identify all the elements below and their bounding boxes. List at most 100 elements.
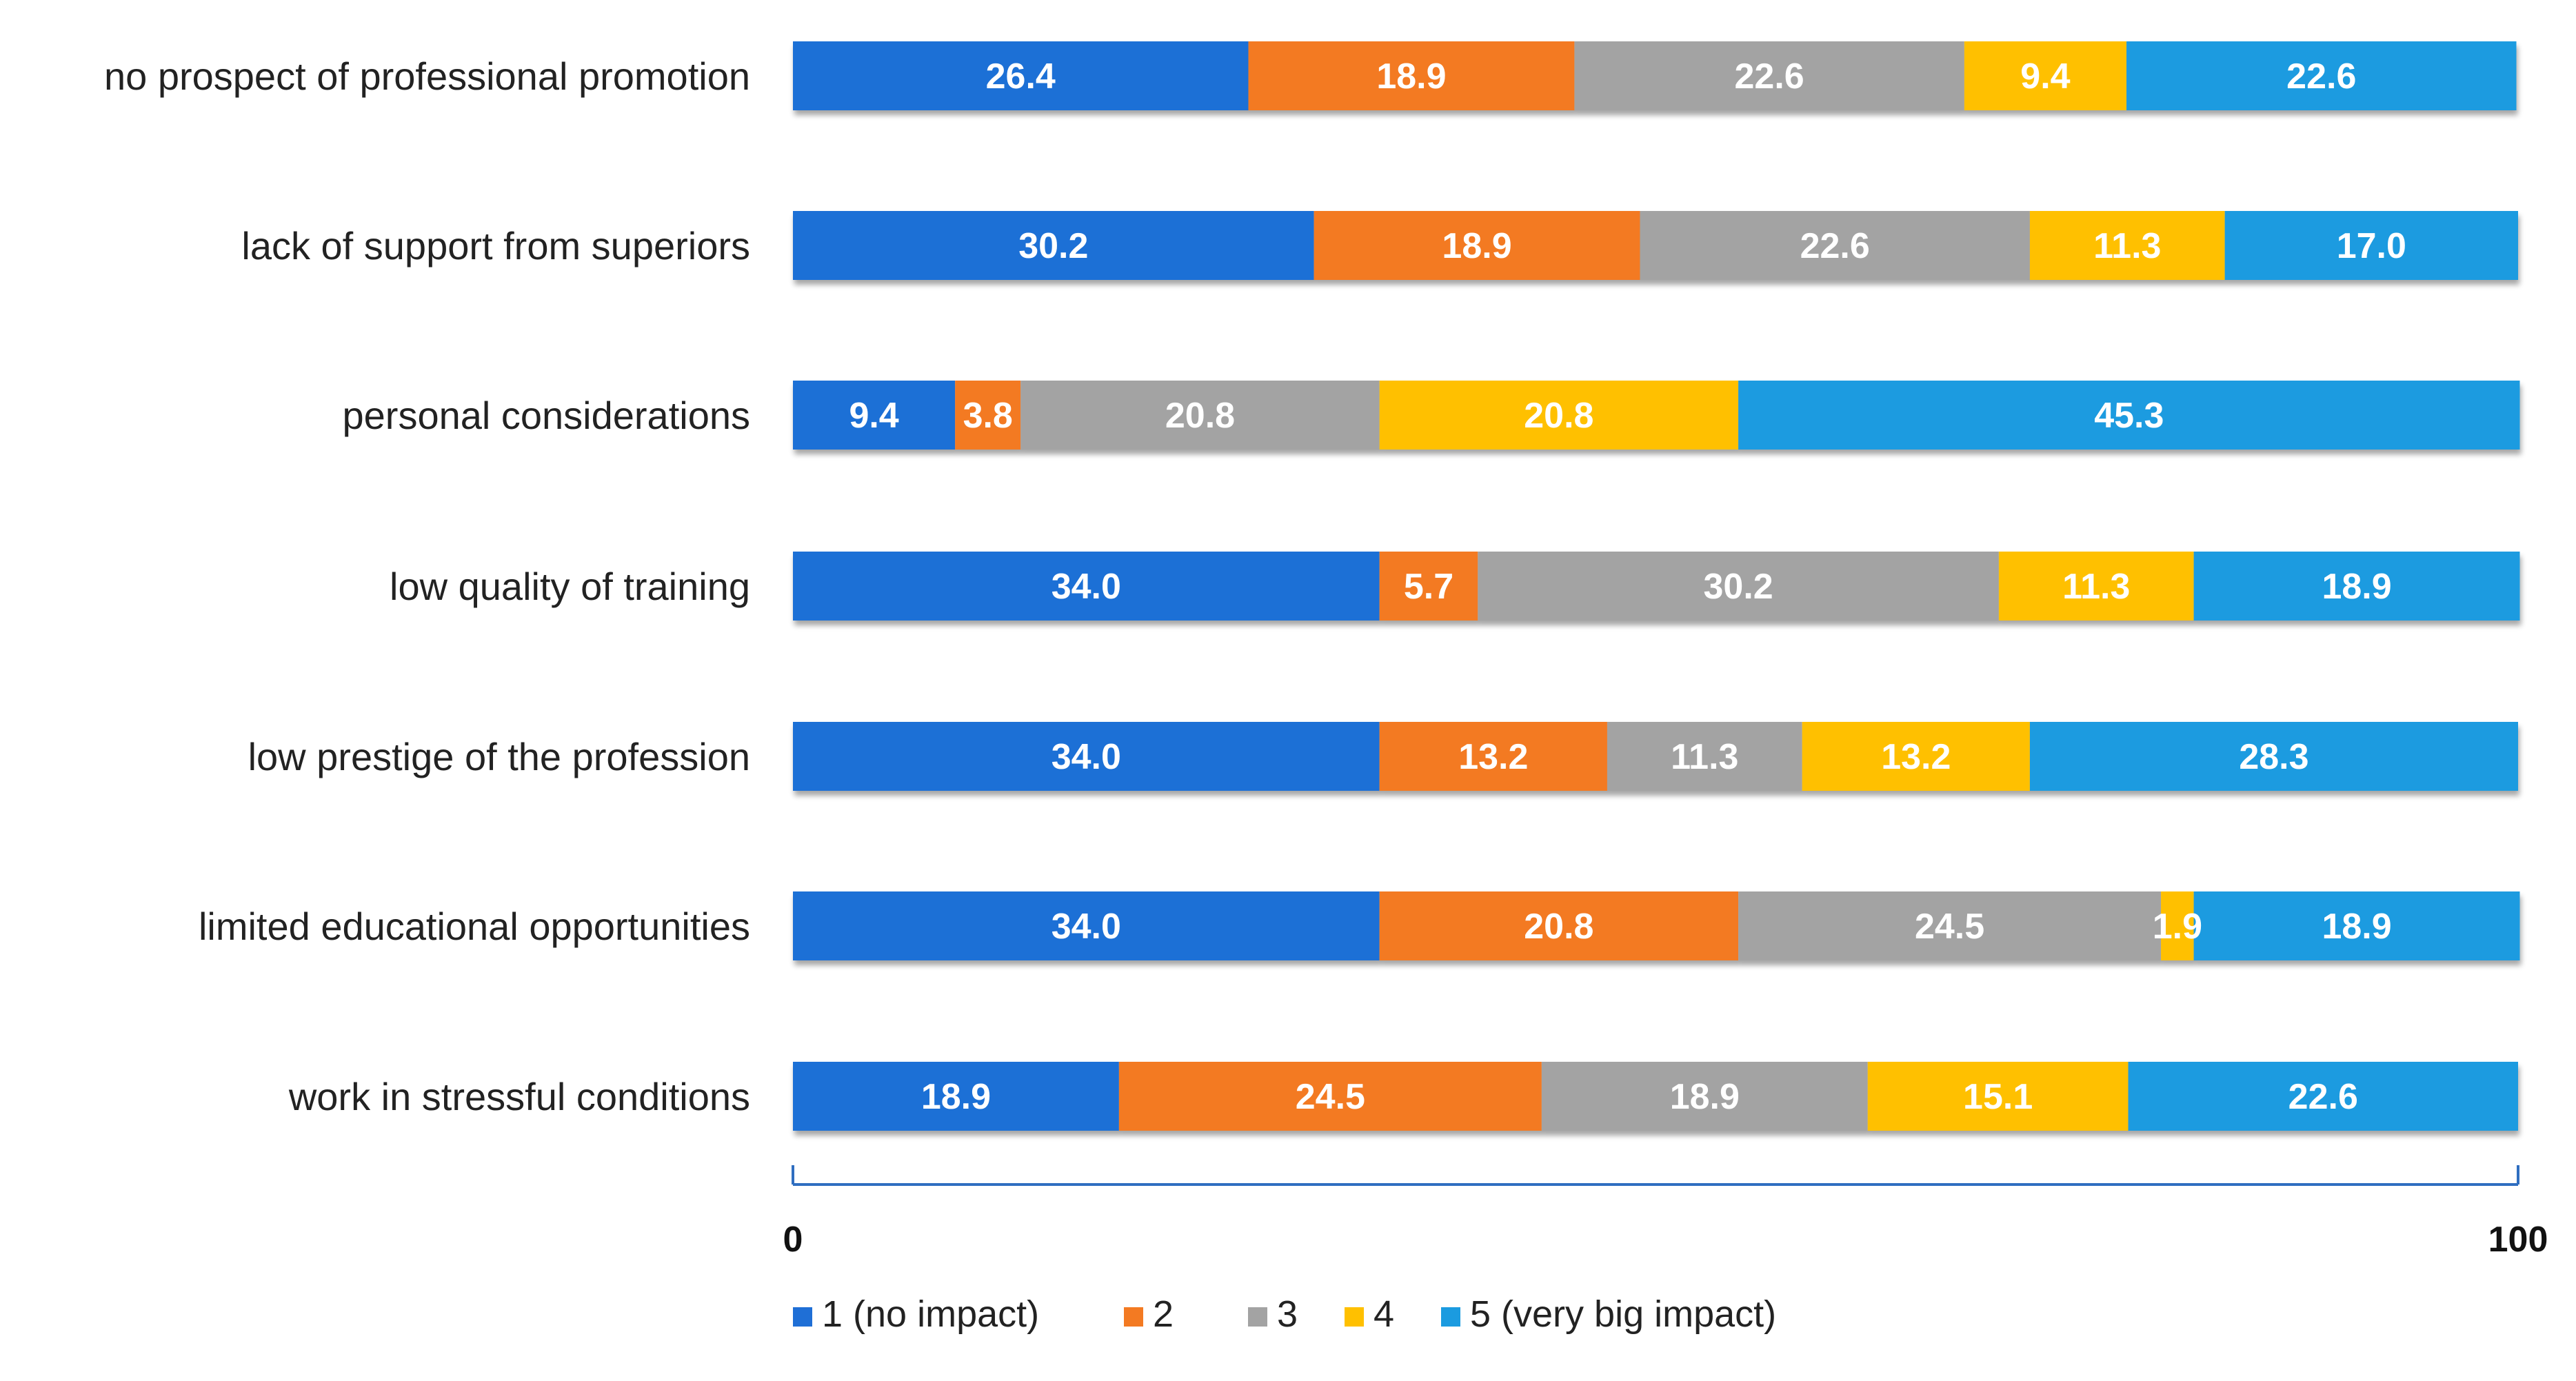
category-label: limited educational opportunities	[199, 905, 750, 948]
category-labels: no prospect of professional promotion lac…	[104, 54, 750, 1118]
bar-segment-series-1	[793, 1062, 1119, 1131]
category-label: work in stressful conditions	[288, 1075, 750, 1118]
legend-label: 1 (no impact)	[822, 1293, 1039, 1335]
bar-segment-series-5	[2224, 211, 2518, 280]
bar-segment-series-5	[2193, 552, 2520, 621]
bar-segment-series-1	[793, 891, 1380, 960]
data-label: 3.8	[963, 396, 1013, 436]
bar-row	[793, 891, 2520, 960]
data-label: 34.0	[1051, 737, 1121, 777]
data-label: 1.9	[2153, 907, 2202, 947]
bar-row	[793, 41, 2517, 110]
data-label: 11.3	[2093, 226, 2161, 266]
bar-row	[793, 552, 2520, 621]
bar-segment-series-3	[1738, 891, 2162, 960]
legend-item: 3	[1248, 1293, 1298, 1335]
bar-segment-series-4	[1379, 381, 1739, 450]
data-label: 5.7	[1404, 567, 1453, 607]
legend-item: 4	[1345, 1293, 1394, 1335]
legend-item: 5 (very big impact)	[1441, 1293, 1776, 1335]
data-label: 11.3	[1671, 737, 1738, 777]
bar-segment-series-3	[1640, 211, 2030, 280]
data-label: 20.8	[1524, 396, 1593, 436]
data-label: 13.2	[1458, 737, 1528, 777]
legend-label: 4	[1373, 1293, 1394, 1335]
data-label: 22.6	[2286, 57, 2356, 97]
bar-segment-series-4	[1998, 552, 2194, 621]
bar-segment-series-2	[1379, 891, 1739, 960]
bar-segment-series-5	[2126, 41, 2517, 110]
bar-segment-series-3	[1574, 41, 1964, 110]
bar-segment-series-2	[1118, 1062, 1542, 1131]
data-label: 22.6	[2288, 1077, 2358, 1117]
data-label: 24.5	[1296, 1077, 1365, 1117]
bar-segment-series-5	[1738, 381, 2520, 450]
data-label: 22.6	[1800, 226, 1870, 266]
data-label: 24.5	[1915, 907, 1984, 947]
bar-segment-series-1	[793, 41, 1249, 110]
data-label: 34.0	[1051, 907, 1121, 947]
bar-segment-series-4	[1867, 1062, 2129, 1131]
bar-segment-series-3	[1607, 722, 1802, 791]
bar-segment-series-2	[1248, 41, 1575, 110]
legend: 1 (no impact) 2 3 4 5 (very big impact)	[793, 1293, 1776, 1335]
data-label: 28.3	[2239, 737, 2308, 777]
data-label: 18.9	[2322, 907, 2391, 947]
bar-segment-series-4	[1964, 41, 2127, 110]
data-label: 22.6	[1735, 57, 1804, 97]
bar-segment-series-3	[1478, 552, 1999, 621]
data-label: 9.4	[2020, 57, 2070, 97]
data-label: 18.9	[2322, 567, 2391, 607]
category-label: no prospect of professional promotion	[104, 54, 750, 98]
x-axis: 0 100	[783, 1165, 2548, 1260]
data-label: 18.9	[1442, 226, 1511, 266]
data-label: 30.2	[1703, 567, 1773, 607]
bar-segment-series-5	[2029, 722, 2518, 791]
bars-layer: 26.4 18.9 22.6 9.4 22.6 30.2 18.9 22.6 11.3 17.0 9…	[793, 41, 2520, 1131]
legend-item: 2	[1124, 1293, 1174, 1335]
bar-segment-series-1	[793, 722, 1380, 791]
data-label: 9.4	[849, 396, 898, 436]
bar-segment-series-2	[955, 381, 1021, 450]
bar-segment-series-4	[2161, 891, 2194, 960]
data-label: 15.1	[1963, 1077, 2033, 1117]
bar-row	[793, 211, 2518, 280]
bar-segment-series-1	[793, 552, 1380, 621]
x-tick-label: 100	[2488, 1220, 2548, 1260]
legend-swatch	[793, 1307, 812, 1327]
legend-swatch	[1345, 1307, 1364, 1327]
legend-swatch	[1248, 1307, 1267, 1327]
bar-segment-series-3	[1020, 381, 1380, 450]
bar-segment-series-2	[1379, 722, 1607, 791]
data-label: 20.8	[1524, 907, 1593, 947]
data-label: 18.9	[1670, 1077, 1740, 1117]
legend-label: 3	[1277, 1293, 1298, 1335]
legend-swatch	[1441, 1307, 1460, 1327]
category-label: low prestige of the profession	[248, 735, 750, 778]
bar-row	[793, 381, 2520, 450]
legend-swatch	[1124, 1307, 1143, 1327]
data-label: 34.0	[1051, 567, 1121, 607]
data-label: 18.9	[1376, 57, 1446, 97]
data-label: 18.9	[921, 1077, 991, 1117]
data-label: 20.8	[1165, 396, 1235, 436]
bar-segment-series-5	[2193, 891, 2520, 960]
data-label: 17.0	[2337, 226, 2406, 266]
data-label: 30.2	[1018, 226, 1088, 266]
bar-segment-series-1	[793, 381, 956, 450]
legend-item: 1 (no impact)	[793, 1293, 1039, 1335]
bar-segment-series-2	[1379, 552, 1478, 621]
bar-segment-series-3	[1541, 1062, 1868, 1131]
data-label: 26.4	[986, 57, 1056, 97]
category-label: personal considerations	[343, 394, 750, 437]
bar-segment-series-4	[2029, 211, 2225, 280]
bar-segment-series-5	[2128, 1062, 2518, 1131]
data-label: 45.3	[2094, 396, 2164, 436]
x-tick-label: 0	[783, 1220, 803, 1260]
bar-segment-series-2	[1314, 211, 1640, 280]
bar-segment-series-4	[1802, 722, 2030, 791]
bar-segment-series-1	[793, 211, 1314, 280]
data-label: 13.2	[1881, 737, 1951, 777]
